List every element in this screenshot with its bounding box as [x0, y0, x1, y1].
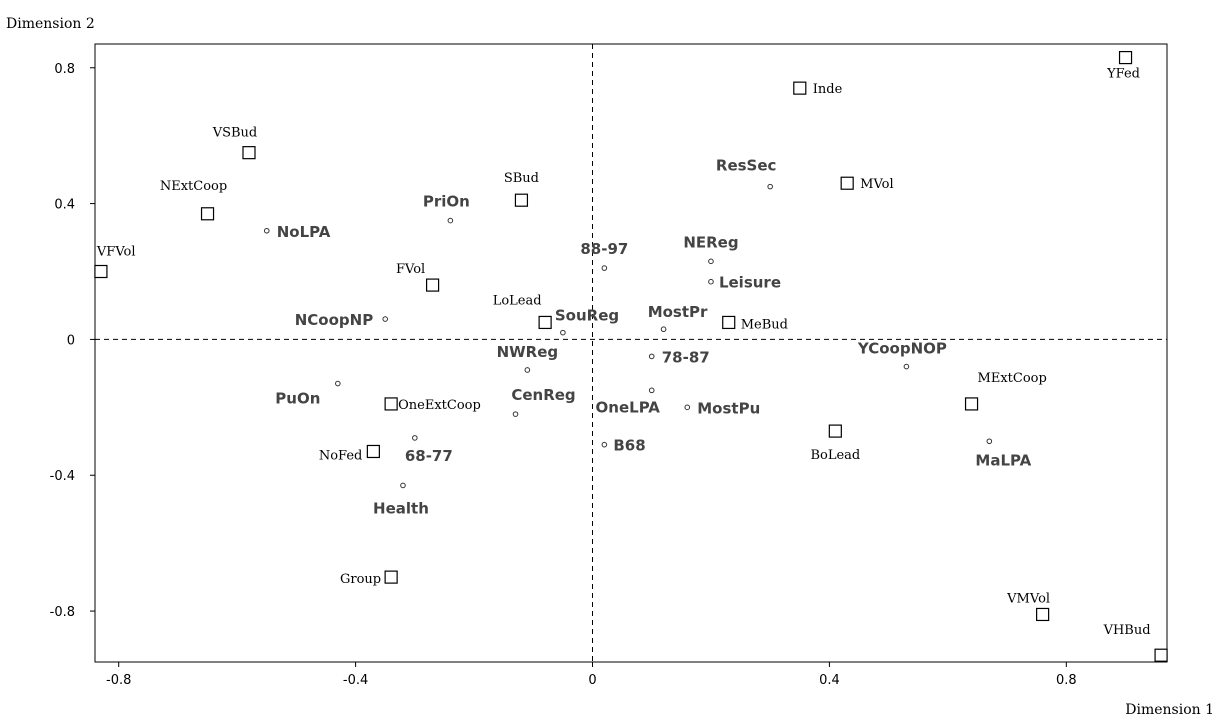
- point-label: Group: [340, 572, 381, 587]
- point-marker-circle: [382, 316, 389, 322]
- point-label: LoLead: [493, 293, 542, 308]
- y-tick-label: 0.8: [54, 62, 75, 77]
- point-marker-circle: [903, 363, 910, 370]
- point-label: MostPu: [697, 399, 760, 417]
- point-marker-circle: [601, 441, 608, 448]
- point-marker-circle: [708, 278, 714, 285]
- point-marker-circle: [986, 438, 993, 445]
- point-marker-square: [538, 315, 552, 330]
- point-marker-square: [384, 397, 398, 411]
- point-marker-circle: [447, 217, 454, 224]
- point-marker-circle: [684, 404, 691, 411]
- point-marker-circle: [708, 258, 714, 265]
- point-marker-circle: [601, 265, 608, 271]
- point-label: MVol: [860, 177, 894, 192]
- point-label: B68: [613, 437, 645, 455]
- point-marker-square: [94, 264, 108, 279]
- point-marker-circle: [648, 353, 655, 360]
- point-label: PriOn: [423, 193, 470, 211]
- point-marker-square: [242, 146, 256, 160]
- point-marker-square: [722, 315, 736, 330]
- point-label: SBud: [504, 171, 539, 186]
- point-marker-square: [200, 207, 215, 221]
- y-tick-label: -0.4: [50, 469, 75, 484]
- x-axis-ticks: -0.8 -0.4 0 0.4 0.8: [106, 662, 1077, 688]
- x-axis-title: Dimension 1: [1125, 702, 1214, 718]
- point-label: SouReg: [555, 307, 619, 325]
- point-marker-circle: [263, 227, 270, 234]
- x-tick-label: -0.4: [343, 673, 368, 688]
- point-label: VMVol: [1006, 591, 1050, 606]
- y-tick-label: -0.8: [50, 605, 75, 620]
- point-marker-square: [964, 397, 979, 411]
- point-marker-circle: [335, 380, 341, 387]
- point-marker-square: [425, 278, 440, 292]
- point-label: FVol: [396, 262, 425, 277]
- point-label: Health: [373, 499, 429, 517]
- point-label: BoLead: [810, 448, 860, 463]
- point-label: PuOn: [275, 390, 320, 408]
- point-marker-circle: [512, 411, 519, 417]
- point-marker-square: [1118, 50, 1133, 65]
- x-tick-label: 0.8: [1056, 673, 1077, 688]
- y-axis-ticks: 0.8 0.4 0 -0.4 -0.8: [50, 62, 95, 620]
- point-marker-square: [366, 444, 380, 459]
- point-label: Leisure: [719, 274, 781, 292]
- point-marker-square: [1154, 648, 1168, 662]
- point-marker-circle: [524, 367, 531, 373]
- point-marker-square: [828, 424, 842, 438]
- point-marker-square: [793, 81, 807, 95]
- point-label: VHBud: [1103, 623, 1151, 638]
- point-label: NoLPA: [277, 223, 331, 241]
- point-label: NCoopNP: [295, 311, 373, 329]
- point-label: NWReg: [497, 343, 559, 361]
- plot-area-frame: [94, 43, 1168, 663]
- point-marker-circle: [660, 326, 667, 333]
- point-label: MaLPA: [975, 451, 1031, 469]
- x-tick-label: -0.8: [106, 673, 131, 688]
- point-marker-square: [514, 193, 529, 207]
- point-label: VSBud: [212, 126, 258, 141]
- y-tick-label: 0.4: [54, 198, 75, 213]
- point-label: OneExtCoop: [398, 398, 481, 413]
- point-label: Inde: [813, 82, 843, 97]
- x-tick-label: 0.4: [819, 673, 840, 688]
- point-label: NoFed: [319, 448, 363, 463]
- y-axis-title: Dimension 2: [6, 16, 95, 32]
- y-tick-label: 0: [67, 333, 75, 348]
- point-label: NEReg: [683, 233, 738, 251]
- point-label: ResSec: [716, 157, 777, 175]
- point-label: 78-87: [662, 348, 710, 366]
- point-marker-square: [1036, 607, 1050, 622]
- point-marker-circle: [767, 183, 773, 190]
- data-points: YFed Inde MVol VSBud NExtCoop SBud VFVol FVol Lo…: [94, 50, 1168, 662]
- point-label: YCoopNOP: [857, 340, 947, 358]
- point-marker-circle: [648, 387, 655, 394]
- point-label: MostPr: [648, 303, 708, 321]
- point-label: YFed: [1106, 67, 1140, 82]
- point-marker-circle: [560, 329, 566, 336]
- point-label: OneLPA: [596, 398, 661, 416]
- point-marker-square: [384, 570, 398, 584]
- point-label: 88-97: [580, 240, 628, 258]
- point-label: NExtCoop: [160, 179, 227, 194]
- point-label: CenReg: [511, 386, 575, 404]
- point-label: VFVol: [96, 245, 136, 260]
- point-label: MeBud: [741, 317, 788, 332]
- x-tick-label: 0: [588, 673, 596, 688]
- point-label: MExtCoop: [978, 371, 1047, 386]
- point-marker-circle: [412, 435, 418, 441]
- point-marker-square: [840, 176, 854, 190]
- point-label: 68-77: [405, 447, 453, 465]
- point-marker-circle: [400, 482, 406, 489]
